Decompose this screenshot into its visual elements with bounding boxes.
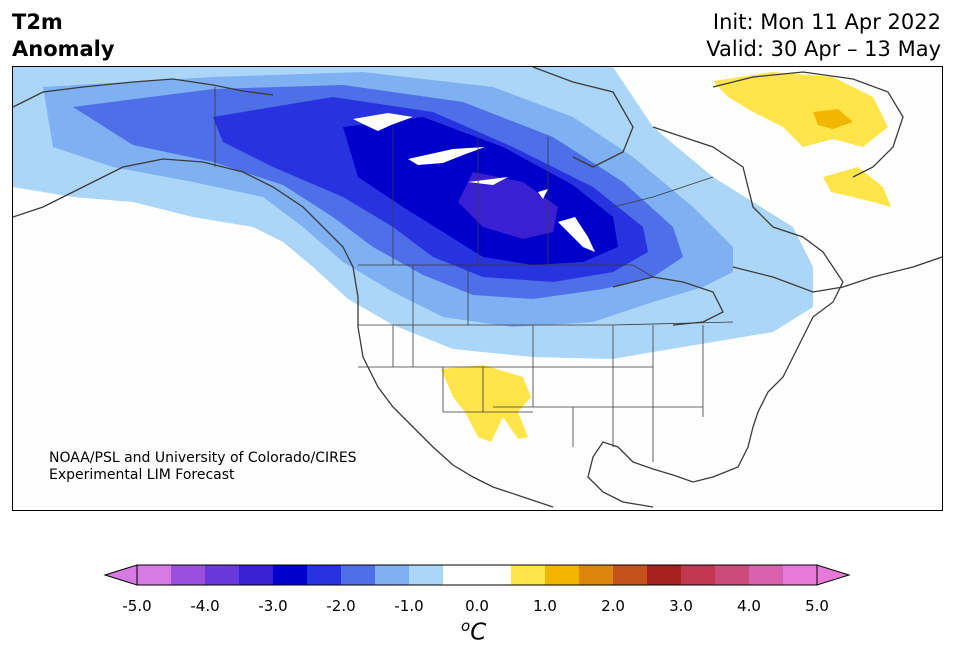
colorbar-tick-label: 2.0	[601, 597, 625, 615]
colorbar-cell	[647, 565, 682, 585]
anomaly-gold-greenland	[813, 109, 853, 129]
colorbar-tick-label: -4.0	[190, 597, 220, 615]
anomaly-yellow-southwest	[441, 365, 531, 442]
unit-celsius: C	[470, 619, 487, 646]
colorbar-cell	[613, 565, 648, 585]
colorbar-cell	[511, 565, 546, 585]
colorbar-over-arrow	[816, 564, 851, 586]
colorbar-cell	[681, 565, 716, 585]
colorbar-cell	[205, 565, 240, 585]
colorbar-cell	[749, 565, 784, 585]
colorbar-tick-label: 0.0	[465, 597, 489, 615]
map-svg	[13, 67, 942, 508]
lake-small	[538, 189, 548, 199]
colorbar-cell	[273, 565, 308, 585]
colorbar-tick-label: 3.0	[669, 597, 693, 615]
anomaly-map	[12, 66, 943, 511]
credit-line-1: NOAA/PSL and University of Colorado/CIRE…	[49, 450, 357, 466]
colorbar-cells	[137, 565, 818, 585]
colorbar-tick-label: 4.0	[737, 597, 761, 615]
colorbar-tick-label: 1.0	[533, 597, 557, 615]
colorbar-tick-label: -1.0	[394, 597, 424, 615]
map-title: T2m Anomaly	[12, 9, 115, 63]
colorbar-cell	[307, 565, 342, 585]
colorbar-cell	[375, 565, 410, 585]
forecast-dates: Init: Mon 11 Apr 2022 Valid: 30 Apr – 13…	[706, 9, 941, 63]
anomaly-indigo-region	[458, 172, 558, 239]
colorbar-cell	[409, 565, 444, 585]
colorbar	[103, 564, 851, 586]
credit-text: NOAA/PSL and University of Colorado/CIRE…	[49, 450, 357, 484]
lake-great-bear	[353, 113, 413, 131]
colorbar-tick-label: 5.0	[805, 597, 829, 615]
colorbar-cell	[137, 565, 172, 585]
anomaly-yellow-quebec	[823, 167, 891, 207]
title-type: Anomaly	[12, 37, 115, 61]
init-date: Init: Mon 11 Apr 2022	[712, 10, 941, 34]
colorbar-cell	[171, 565, 206, 585]
colorbar-cell	[783, 565, 818, 585]
colorbar-unit: oC	[461, 617, 486, 646]
political-borders	[214, 87, 734, 462]
colorbar-cell	[443, 565, 478, 585]
colorbar-tick-label: -3.0	[258, 597, 288, 615]
colorbar-ticks: -5.0 -4.0 -3.0 -2.0 -1.0 0.0 1.0 2.0 3.0 4.0 5.0	[0, 597, 953, 617]
colorbar-tick-label: -2.0	[326, 597, 356, 615]
colorbar-cell	[545, 565, 580, 585]
lake-great-slave	[408, 147, 485, 165]
colorbar-cell	[715, 565, 750, 585]
colorbar-under-arrow	[103, 564, 138, 586]
title-variable: T2m	[12, 10, 63, 34]
credit-line-2: Experimental LIM Forecast	[49, 467, 235, 483]
colorbar-tick-label: -5.0	[122, 597, 152, 615]
colorbar-cell	[579, 565, 614, 585]
colorbar-cell	[239, 565, 274, 585]
lake-winnipeg	[558, 217, 595, 252]
valid-range: Valid: 30 Apr – 13 May	[706, 37, 941, 61]
anomaly-yellow-greenland	[713, 72, 888, 147]
colorbar-outline	[136, 564, 818, 586]
colorbar-cell	[477, 565, 512, 585]
unit-degree: o	[461, 617, 471, 635]
colorbar-cell	[341, 565, 376, 585]
